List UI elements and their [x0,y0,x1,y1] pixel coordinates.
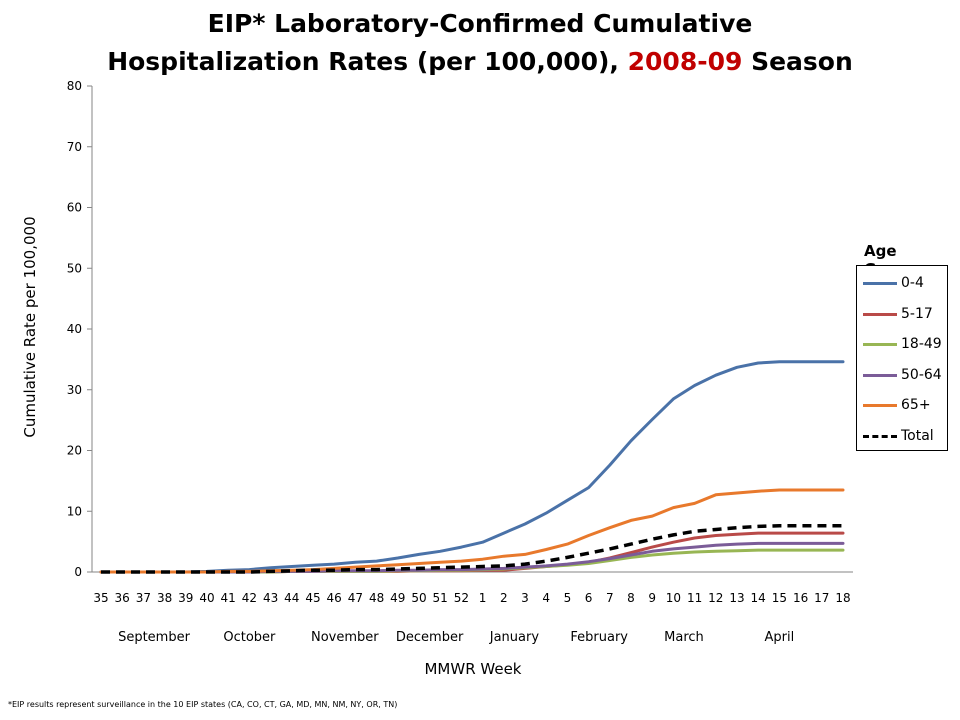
chart-title-line-2: Hospitalization Rates (per 100,000), 200… [0,46,960,78]
legend-label: 5-17 [901,305,933,322]
x-tick-label: 44 [284,591,299,605]
title-season-highlight: 2008-09 [627,47,743,76]
legend-label: 65+ [901,397,931,413]
x-tick-label: 47 [348,591,363,605]
x-tick-label: 16 [793,591,808,605]
y-axis-label: Cumulative Rate per 100,000 [21,216,39,438]
x-tick-label: 36 [115,591,130,605]
x-tick-label: 3 [521,591,529,605]
x-tick-label: 52 [454,591,469,605]
x-tick-label: 11 [687,591,702,605]
legend-label: 18-49 [901,336,942,352]
x-tick-label: 13 [729,591,744,605]
legend-label: 0-4 [901,275,924,291]
x-tick-label: 7 [606,591,614,605]
x-tick-label: 48 [369,591,384,605]
legend-label: Total [901,427,934,444]
x-tick-label: 14 [751,591,766,605]
month-label: September [118,630,191,645]
x-tick-label: 18 [835,591,850,605]
footnote: *EIP results represent surveillance in t… [8,700,398,709]
legend-swatch [863,404,897,407]
x-tick-label: 8 [627,591,635,605]
legend-swatch [863,312,897,316]
title-suffix: Season [742,47,853,76]
x-tick-label: 38 [157,591,172,605]
legend-swatch [863,373,897,377]
month-label: December [396,630,464,645]
month-label: March [664,630,704,645]
x-tick-label: 10 [666,591,681,605]
x-tick-label: 45 [305,591,320,605]
legend: 0-4 5-17 18-49 50-64 65+ Total [856,265,948,451]
legend-swatch [863,434,897,438]
x-tick-label: 5 [564,591,572,605]
y-tick-label: 80 [67,79,82,93]
x-tick-label: 43 [263,591,278,605]
legend-swatch [863,282,897,285]
y-tick-label: 30 [67,383,82,397]
y-tick-label: 60 [67,201,82,215]
x-axis-label: MMWR Week [424,660,522,678]
series-line-0-4 [99,360,845,574]
y-tick-label: 20 [67,444,82,458]
chart-title-line-1: EIP* Laboratory-Confirmed Cumulative [207,9,753,38]
series-line-65- [99,488,845,574]
month-label: October [223,630,276,645]
month-label: November [311,630,379,645]
x-tick-label: 46 [327,591,342,605]
month-label: January [489,630,540,645]
title-prefix: Hospitalization Rates (per 100,000), [107,47,628,76]
series-line-5-17 [99,531,845,574]
x-tick-label: 1 [479,591,487,605]
x-tick-label: 15 [772,591,787,605]
x-tick-label: 2 [500,591,508,605]
y-tick-label: 50 [67,261,82,275]
x-tick-label: 40 [199,591,214,605]
x-tick-label: 4 [542,591,550,605]
x-tick-label: 39 [178,591,193,605]
y-tick-label: 0 [74,565,82,579]
x-tick-label: 6 [585,591,593,605]
x-tick-label: 17 [814,591,829,605]
legend-label: 50-64 [901,366,942,383]
legend-swatch [863,343,897,346]
x-tick-label: 41 [221,591,236,605]
x-tick-label: 35 [93,591,108,605]
series-line-total [101,524,843,574]
x-tick-label: 37 [136,591,151,605]
x-tick-label: 42 [242,591,257,605]
series-line-50-64 [99,541,845,574]
month-label: February [570,630,628,645]
y-tick-label: 40 [67,322,82,336]
x-tick-label: 9 [648,591,656,605]
x-tick-label: 12 [708,591,723,605]
x-tick-label: 51 [433,591,448,605]
month-label: April [765,630,795,645]
x-tick-label: 49 [390,591,405,605]
x-tick-label: 50 [411,591,426,605]
y-tick-label: 10 [67,504,82,518]
y-tick-label: 70 [67,140,82,154]
